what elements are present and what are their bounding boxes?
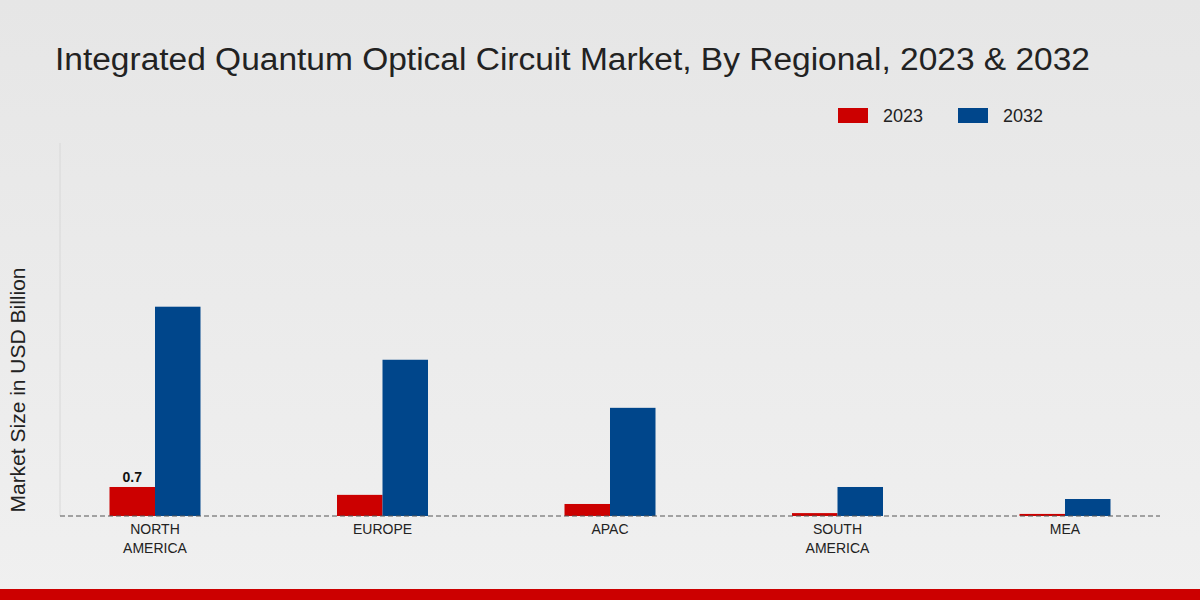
bar <box>1065 499 1111 516</box>
bar <box>610 408 656 516</box>
x-tick-label: APAC <box>591 521 628 537</box>
legend-label: 2032 <box>1003 106 1043 126</box>
data-label: 0.7 <box>123 469 143 485</box>
bar <box>155 307 201 516</box>
bar <box>110 487 156 516</box>
legend-item: 2032 <box>958 106 1043 126</box>
legend-item: 2023 <box>838 106 923 126</box>
bar <box>383 360 429 516</box>
tick: SOUTHAMERICA <box>806 516 870 556</box>
tick: EUROPE <box>353 516 412 537</box>
tick: APAC <box>591 516 628 537</box>
x-tick-label: SOUTHAMERICA <box>806 521 870 556</box>
legend-swatch <box>838 108 868 123</box>
bar <box>565 504 611 516</box>
legend-label: 2023 <box>883 106 923 126</box>
x-axis: NORTHAMERICA EUROPE APAC SOUTHAMERICA MEA <box>42 516 1180 556</box>
legend-swatch <box>958 108 988 123</box>
x-axis-domain <box>42 516 1180 517</box>
bar <box>1020 514 1066 516</box>
chart: Integrated Quantum Optical Circuit Marke… <box>0 0 1200 600</box>
tick: MEA <box>1050 516 1081 537</box>
baseline <box>60 516 1160 517</box>
y-axis-line <box>60 143 61 516</box>
y-axis-title: Market Size in USD Billion <box>6 267 29 512</box>
bar <box>838 487 884 516</box>
bars <box>110 307 1111 516</box>
title: Integrated Quantum Optical Circuit Marke… <box>55 42 1090 77</box>
x-tick-label: MEA <box>1050 521 1081 537</box>
bar <box>337 495 383 516</box>
legend: 2023 2032 <box>838 106 1043 126</box>
x-tick-label: EUROPE <box>353 521 412 537</box>
tick: NORTHAMERICA <box>123 516 187 556</box>
x-tick-label: NORTHAMERICA <box>123 521 187 556</box>
background <box>0 0 1200 600</box>
footer-stripe <box>0 589 1200 600</box>
